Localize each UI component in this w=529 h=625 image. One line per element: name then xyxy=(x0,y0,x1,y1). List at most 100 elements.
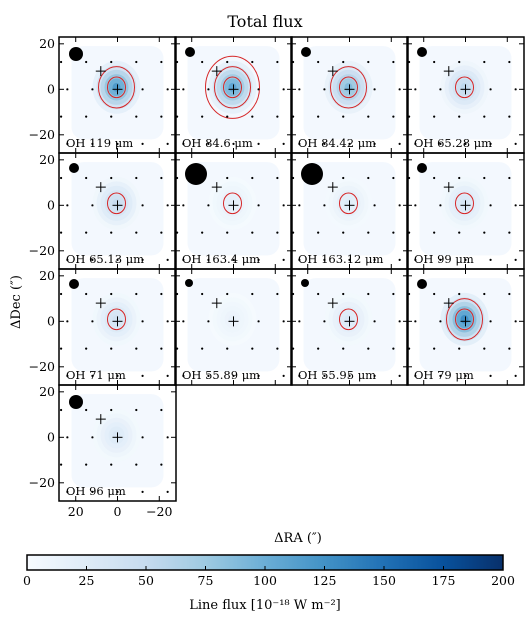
sample-dot xyxy=(373,142,376,146)
sample-dot xyxy=(298,320,301,323)
sample-dot xyxy=(298,34,300,36)
sample-dot xyxy=(439,374,442,378)
panel: OH 71 μm 20 0 −20 xyxy=(29,266,177,386)
colorbar-tick-label: 200 xyxy=(491,573,515,588)
sample-dot xyxy=(483,231,486,234)
sample-dot xyxy=(439,34,441,36)
sample-dot xyxy=(91,142,94,146)
sample-dot xyxy=(135,463,138,466)
panel-label: OH 71 μm xyxy=(66,368,126,382)
beam-size xyxy=(69,279,79,289)
sample-dot xyxy=(175,347,179,350)
sample-dot xyxy=(167,150,169,152)
sample-dot xyxy=(175,60,179,64)
sample-dot xyxy=(323,142,326,146)
sample-dot xyxy=(367,231,370,234)
sample-dot xyxy=(182,88,185,91)
panel-label: OH 65.28 μm xyxy=(414,136,492,150)
sample-dot xyxy=(298,204,301,207)
sample-dot xyxy=(66,374,69,378)
contour-line xyxy=(339,76,358,99)
sample-dot xyxy=(398,258,401,262)
sample-dot xyxy=(141,436,144,439)
sample-dot xyxy=(207,374,210,378)
sample-dot xyxy=(392,176,395,180)
sample-dot xyxy=(433,347,436,350)
sample-dot xyxy=(458,231,461,234)
sample-dot xyxy=(91,490,94,494)
sample-dot xyxy=(317,115,320,118)
panel-content: OH 55.89 μm xyxy=(175,266,285,382)
sample-dot xyxy=(489,34,491,36)
sample-dot xyxy=(182,374,185,378)
sample-dot xyxy=(367,60,370,64)
sample-dot xyxy=(207,258,210,262)
panel-content: OH 79 μm xyxy=(407,278,517,382)
panel-label: OH 99 μm xyxy=(414,252,474,266)
panel-content: OH 163.12 μm xyxy=(291,162,401,266)
sample-dot xyxy=(282,204,285,207)
colorbar-tick-label: 25 xyxy=(79,573,95,588)
figure-title: Total flux xyxy=(227,12,302,31)
sample-dot xyxy=(116,142,119,146)
sample-dot xyxy=(489,320,492,323)
y-tick-label: 20 xyxy=(39,36,55,51)
sample-dot xyxy=(392,115,395,118)
sample-dot xyxy=(439,320,442,323)
sample-dot xyxy=(167,266,169,268)
sample-dot xyxy=(110,292,113,296)
sample-dot xyxy=(59,176,63,180)
sample-dot xyxy=(160,60,163,64)
sample-dot xyxy=(201,60,204,64)
sample-dot xyxy=(323,374,326,378)
sample-dot xyxy=(489,374,492,378)
sample-dot xyxy=(160,292,163,296)
sample-dot xyxy=(85,60,88,64)
sample-dot xyxy=(276,231,279,234)
x-tick-label: 20 xyxy=(68,504,84,519)
sample-dot xyxy=(175,292,179,296)
sample-dot xyxy=(91,88,94,91)
sample-dot xyxy=(160,408,163,412)
panel: OH 119 μm 20 0 −20 xyxy=(29,34,177,154)
sample-dot xyxy=(367,292,370,296)
sample-dot xyxy=(182,204,185,207)
sample-dot xyxy=(116,258,119,262)
sample-dot xyxy=(257,88,260,91)
sample-dot xyxy=(59,292,63,296)
sample-dot xyxy=(135,176,138,180)
sample-dot xyxy=(66,88,69,91)
sample-dot xyxy=(392,231,395,234)
sample-dot xyxy=(257,150,259,152)
sample-dot xyxy=(414,88,417,91)
sample-dot xyxy=(439,204,442,207)
sample-dot xyxy=(317,231,320,234)
sample-dot xyxy=(433,115,436,118)
beam-size xyxy=(185,163,207,185)
sample-dot xyxy=(166,258,169,262)
x-tick-label: −20 xyxy=(146,504,172,519)
sample-dot xyxy=(276,347,279,350)
sample-dot xyxy=(160,115,163,118)
sample-dot xyxy=(59,115,63,118)
flux-level xyxy=(228,314,237,324)
contour-line xyxy=(107,76,126,99)
sample-dot xyxy=(91,204,94,207)
sample-dot xyxy=(514,204,517,207)
sample-dot xyxy=(85,408,88,412)
sample-dot xyxy=(167,34,169,36)
sample-dot xyxy=(317,347,320,350)
sample-dot xyxy=(283,266,285,268)
sample-dot xyxy=(323,34,325,36)
sample-dot xyxy=(257,320,260,323)
y-tick-label: 0 xyxy=(47,429,55,444)
sample-dot xyxy=(257,142,260,146)
sample-dot xyxy=(166,490,169,494)
x-tick-label: 0 xyxy=(114,504,122,519)
flux-level xyxy=(344,314,353,324)
beam-size xyxy=(185,47,195,57)
sample-dot xyxy=(116,490,119,494)
sample-dot xyxy=(251,176,254,180)
sample-dot xyxy=(207,34,209,36)
sample-dot xyxy=(141,34,143,36)
